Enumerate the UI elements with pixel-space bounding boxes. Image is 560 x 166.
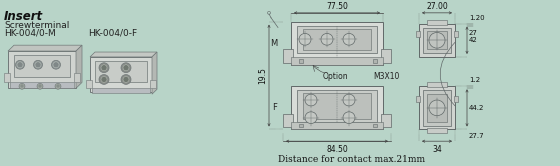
Text: Distance for contact max.21mm: Distance for contact max.21mm xyxy=(278,155,426,164)
Text: 27: 27 xyxy=(469,30,478,36)
Bar xyxy=(419,86,455,129)
Text: 42: 42 xyxy=(469,37,478,43)
Bar xyxy=(4,73,10,82)
Circle shape xyxy=(35,62,41,68)
Bar xyxy=(427,82,447,87)
Bar xyxy=(416,32,420,37)
Bar xyxy=(454,32,458,37)
Bar xyxy=(423,28,451,53)
Bar xyxy=(427,94,447,122)
Bar xyxy=(299,59,303,63)
Bar xyxy=(427,20,447,25)
Text: 77.50: 77.50 xyxy=(326,2,348,11)
Text: Option: Option xyxy=(322,72,348,81)
Circle shape xyxy=(99,63,109,73)
Circle shape xyxy=(37,83,43,89)
Circle shape xyxy=(55,83,61,89)
Circle shape xyxy=(53,62,59,68)
Polygon shape xyxy=(8,45,82,51)
Bar xyxy=(373,124,377,127)
Bar xyxy=(427,128,447,133)
Circle shape xyxy=(123,65,129,71)
Bar xyxy=(95,61,147,82)
Bar xyxy=(283,49,293,63)
Circle shape xyxy=(99,75,109,84)
Bar xyxy=(291,122,383,129)
Circle shape xyxy=(305,112,317,124)
Bar xyxy=(8,51,76,88)
Bar xyxy=(381,114,391,127)
Bar xyxy=(303,29,371,50)
Text: HK-004/0-M: HK-004/0-M xyxy=(4,29,56,38)
Circle shape xyxy=(343,94,355,106)
Circle shape xyxy=(343,112,355,124)
Text: M: M xyxy=(270,39,277,48)
Text: 1.20: 1.20 xyxy=(469,15,484,21)
Circle shape xyxy=(19,83,25,89)
Circle shape xyxy=(17,62,23,68)
Text: 27.7: 27.7 xyxy=(469,133,484,139)
Bar xyxy=(297,90,377,122)
Circle shape xyxy=(101,77,107,82)
Bar xyxy=(291,57,383,65)
Bar xyxy=(381,49,391,63)
Text: HK-004/0-F: HK-004/0-F xyxy=(88,29,137,38)
Bar xyxy=(423,90,451,125)
Text: 27.00: 27.00 xyxy=(426,2,448,11)
Bar xyxy=(416,96,420,102)
Bar xyxy=(291,86,383,129)
Text: 34: 34 xyxy=(432,145,442,154)
Bar xyxy=(10,82,74,88)
Bar xyxy=(303,93,371,119)
Bar xyxy=(14,55,70,77)
Bar xyxy=(419,24,455,57)
Bar xyxy=(299,124,303,127)
Text: 84.50: 84.50 xyxy=(326,145,348,154)
Text: M3X10: M3X10 xyxy=(373,72,399,81)
Bar xyxy=(90,57,152,92)
Text: 1.2: 1.2 xyxy=(469,77,480,83)
Bar xyxy=(150,81,156,88)
Bar xyxy=(297,26,377,53)
Bar xyxy=(86,81,92,88)
Bar xyxy=(92,88,150,93)
Polygon shape xyxy=(152,52,157,94)
Bar xyxy=(427,32,447,49)
Circle shape xyxy=(429,32,445,48)
Text: F: F xyxy=(272,103,277,112)
Circle shape xyxy=(429,100,445,116)
Circle shape xyxy=(121,63,131,73)
Bar xyxy=(454,96,458,102)
Circle shape xyxy=(123,77,129,82)
Bar xyxy=(291,22,383,65)
Bar xyxy=(373,59,377,63)
Circle shape xyxy=(305,94,317,106)
Circle shape xyxy=(16,60,25,69)
Polygon shape xyxy=(90,52,157,57)
Text: 19.5: 19.5 xyxy=(258,67,267,84)
Circle shape xyxy=(299,33,311,45)
Circle shape xyxy=(321,33,333,45)
Text: Insert: Insert xyxy=(4,10,43,23)
Circle shape xyxy=(343,33,355,45)
Polygon shape xyxy=(76,45,82,88)
Circle shape xyxy=(34,60,43,69)
Bar xyxy=(74,73,80,82)
Circle shape xyxy=(101,65,107,71)
Text: Screwterminal: Screwterminal xyxy=(4,21,69,30)
Circle shape xyxy=(52,60,60,69)
Bar xyxy=(283,114,293,127)
Circle shape xyxy=(121,75,131,84)
Text: 44.2: 44.2 xyxy=(469,105,484,111)
